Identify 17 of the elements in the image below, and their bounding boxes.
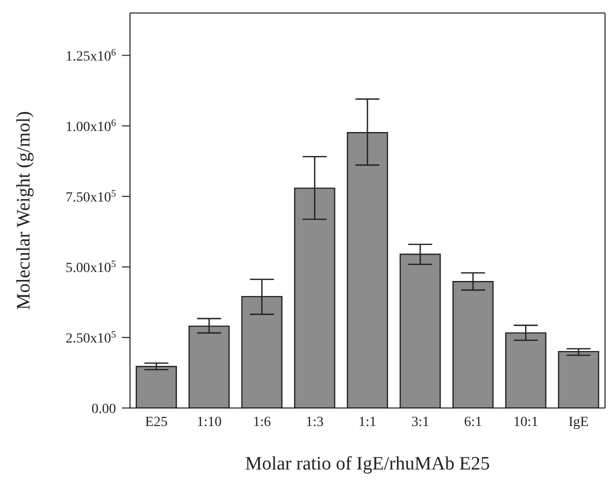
x-tick-label: E25 (145, 414, 168, 430)
x-tick-label: 6:1 (464, 414, 482, 430)
x-tick-label: 1:10 (196, 414, 222, 430)
y-tick-label: 2.50x10$^{5}$ (66, 328, 116, 346)
y-axis-title: Molecular Weight (g/mol) (14, 111, 35, 310)
y-tick-label: 1.25x10$^{6}$ (66, 46, 116, 64)
y-tick-label: 1.00x10$^{6}$ (66, 117, 116, 135)
y-tick-label: 0.00 (92, 402, 116, 417)
x-tick-label: 1:3 (306, 414, 324, 430)
x-tick-label: IgE (568, 414, 589, 430)
x-axis-title: Molar ratio of IgE/rhuMAb E25 (245, 453, 490, 474)
x-tick-label: 10:1 (513, 414, 538, 430)
y-tick-label: 5.00x10$^{5}$ (66, 258, 116, 276)
x-tick-label: 1:6 (253, 414, 271, 430)
x-tick-label: 1:1 (358, 414, 376, 430)
y-tick-label: 7.50x10$^{5}$ (66, 188, 116, 206)
x-tick-label: 3:1 (411, 414, 430, 430)
